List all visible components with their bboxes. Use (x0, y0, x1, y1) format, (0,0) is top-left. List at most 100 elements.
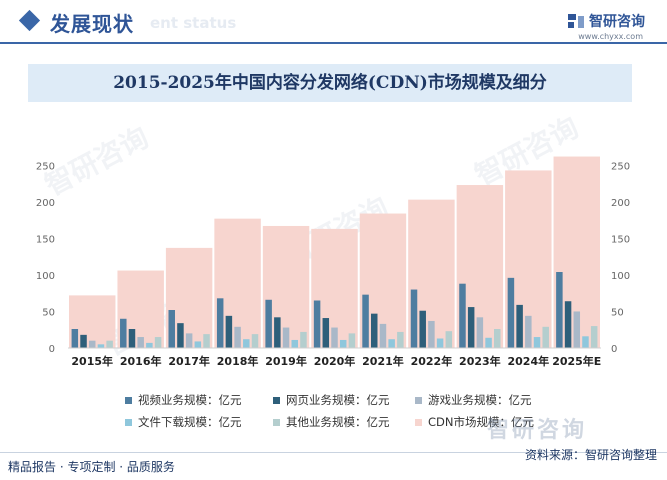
legend-label: 视频业务规模：亿元 (138, 393, 242, 407)
legend-swatch (273, 396, 280, 404)
y-tick-label-right: 50 (611, 307, 624, 318)
series-bar (573, 311, 581, 348)
series-bar (106, 340, 113, 348)
legend-swatch (273, 418, 280, 426)
y-tick-label-left: 100 (36, 271, 55, 282)
header: 发展现状 ent status 智研咨询 www.chyxx.com (0, 0, 667, 46)
legend-label: 其他业务规模：亿元 (286, 415, 390, 429)
x-tick-label: 2019年 (265, 354, 307, 368)
x-tick-label: 2025年E (552, 354, 601, 368)
series-bar (128, 329, 136, 348)
series-bar (154, 337, 162, 348)
legend-swatch (415, 396, 422, 404)
series-bar (436, 338, 444, 348)
bottom-watermark: 智研咨询 (487, 418, 588, 443)
series-bar (282, 327, 290, 348)
y-tick-label-right: 150 (611, 234, 630, 245)
x-tick-label: 2023年 (459, 354, 501, 368)
brand-logo: 智研咨询 (567, 11, 645, 31)
y-tick-label-left: 200 (36, 198, 55, 209)
series-bar (71, 329, 79, 348)
series-bar (542, 326, 549, 348)
series-bar (331, 327, 338, 348)
series-bar (80, 334, 87, 348)
series-bar (525, 315, 532, 348)
y-tick-label-left: 250 (36, 161, 55, 172)
series-bar (339, 339, 347, 348)
series-bar (397, 331, 404, 348)
legend-item: 文件下载规模：亿元 (125, 414, 242, 430)
series-bar (476, 317, 484, 348)
brand-name: 智研咨询 (589, 14, 645, 30)
legend-swatch (415, 418, 422, 426)
legend-label: 游戏业务规模：亿元 (428, 393, 532, 407)
x-tick-label: 2015年 (71, 354, 113, 368)
chart-title-band: 2015-2025年中国内容分发网络(CDN)市场规模及细分 (28, 64, 632, 102)
legend-item: 游戏业务规模：亿元 (415, 392, 532, 408)
series-bar (388, 339, 395, 348)
series-bar (459, 283, 466, 348)
series-bar (485, 337, 492, 348)
header-divider (0, 42, 667, 44)
y-tick-label-right: 200 (611, 198, 630, 209)
legend-item: 其他业务规模：亿元 (273, 414, 390, 430)
footer-divider (0, 452, 667, 453)
series-bar (590, 326, 598, 348)
series-bar (313, 300, 321, 348)
series-bar (185, 333, 193, 348)
brand-logo-icon (568, 14, 584, 28)
series-bar (120, 318, 127, 348)
series-bar (467, 307, 475, 348)
diamond-icon (18, 9, 41, 32)
series-bar (300, 331, 307, 348)
x-tick-label: 2018年 (217, 354, 259, 368)
legend-item: 网页业务规模：亿元 (273, 392, 390, 408)
series-bar (177, 323, 184, 348)
x-tick-label: 2021年 (362, 354, 404, 368)
series-bar (274, 317, 281, 348)
x-tick-label: 2020年 (314, 354, 356, 368)
series-bar (265, 299, 272, 348)
y-tick-label-left: 50 (42, 307, 55, 318)
y-tick-label-right: 100 (611, 271, 630, 282)
y-tick-label-left: 150 (36, 234, 55, 245)
series-bar (168, 310, 175, 348)
series-bar (137, 337, 144, 348)
legend-label: 文件下载规模：亿元 (138, 415, 242, 429)
series-bar (362, 294, 369, 348)
series-bar (533, 337, 541, 348)
x-tick-label: 2022年 (411, 354, 453, 368)
series-bar (371, 313, 378, 348)
brand-url: www.chyxx.com (578, 32, 643, 41)
series-bar (251, 334, 259, 348)
series-bar (507, 277, 515, 348)
series-bar (582, 336, 589, 348)
x-tick-label: 2017年 (168, 354, 210, 368)
legend-label: CDN市场规模：亿元 (428, 415, 534, 429)
series-bar (379, 323, 387, 348)
chart: 0 0 50 50 100 100 150 150 200 200 250 250 2015年 2016年… (36, 156, 630, 368)
series-bar (216, 298, 224, 348)
y-tick-label-right: 250 (611, 161, 630, 172)
series-bar (97, 344, 105, 348)
chart-title: 2015-2025年中国内容分发网络(CDN)市场规模及细分 (113, 73, 547, 93)
series-bar (564, 301, 572, 348)
series-bar (291, 339, 298, 348)
series-bar (322, 318, 330, 348)
x-tick-label: 2016年 (120, 354, 162, 368)
y-tick-label-left: 0 (49, 344, 55, 355)
series-bar (194, 341, 202, 348)
series-bar (494, 329, 501, 348)
legend-item: CDN市场规模：亿元 (415, 414, 534, 430)
series-bar (225, 315, 233, 348)
series-bar (348, 333, 356, 348)
footer-tagline: 精品报告 · 专项定制 · 品质服务 (8, 460, 175, 474)
series-bar (410, 289, 418, 348)
series-bar (88, 340, 96, 348)
series-bar (556, 272, 563, 348)
series-bar (445, 331, 453, 348)
legend-swatch (125, 418, 132, 426)
legend-swatch (125, 396, 132, 404)
legend-label: 网页业务规模：亿元 (286, 393, 390, 407)
series-bar (243, 339, 250, 348)
